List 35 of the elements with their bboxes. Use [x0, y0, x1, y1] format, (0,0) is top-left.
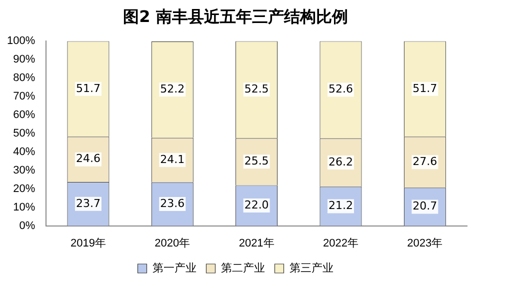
x-tick-label: 2022年 — [323, 237, 358, 250]
y-tick-label: 70% — [13, 90, 36, 103]
y-tick-label: 30% — [13, 164, 36, 176]
legend-label: 第三产业 — [289, 261, 334, 274]
x-tick-label: 2020年 — [154, 237, 190, 250]
y-tick-label: 50% — [13, 128, 36, 140]
data-label: 27.6 — [412, 154, 438, 168]
x-tick-label: 2023年 — [407, 237, 443, 250]
y-tick-label: 80% — [13, 72, 36, 84]
data-label: 21.2 — [328, 199, 353, 212]
data-label: 25.5 — [244, 154, 269, 168]
y-tick-label: 40% — [13, 146, 36, 158]
legend-label: 第二产业 — [220, 261, 265, 274]
data-label: 24.1 — [160, 152, 185, 166]
data-label: 52.5 — [244, 82, 269, 96]
y-tick-label: 10% — [13, 201, 36, 214]
data-label: 24.6 — [76, 152, 100, 166]
data-label: 52.2 — [160, 82, 185, 96]
legend-label: 第一产业 — [152, 261, 196, 274]
chart-title: 图2 南丰县近五年三产结构比例 — [123, 6, 348, 26]
data-label: 20.7 — [412, 200, 438, 213]
data-label: 26.2 — [328, 155, 353, 168]
y-tick-label: 90% — [13, 54, 36, 66]
data-label: 23.7 — [76, 196, 100, 210]
y-tick-label: 0% — [19, 220, 36, 232]
data-label: 52.6 — [328, 82, 353, 96]
data-label: 22.0 — [244, 198, 269, 212]
x-tick-label: 2019年 — [70, 237, 106, 250]
y-tick-label: 100% — [6, 35, 36, 48]
data-label: 23.6 — [160, 196, 185, 210]
y-tick-label: 60% — [13, 109, 36, 122]
data-label: 51.7 — [412, 82, 438, 95]
x-tick-label: 2021年 — [238, 237, 274, 250]
y-tick-label: 20% — [13, 182, 36, 195]
data-label: 51.7 — [76, 82, 100, 95]
